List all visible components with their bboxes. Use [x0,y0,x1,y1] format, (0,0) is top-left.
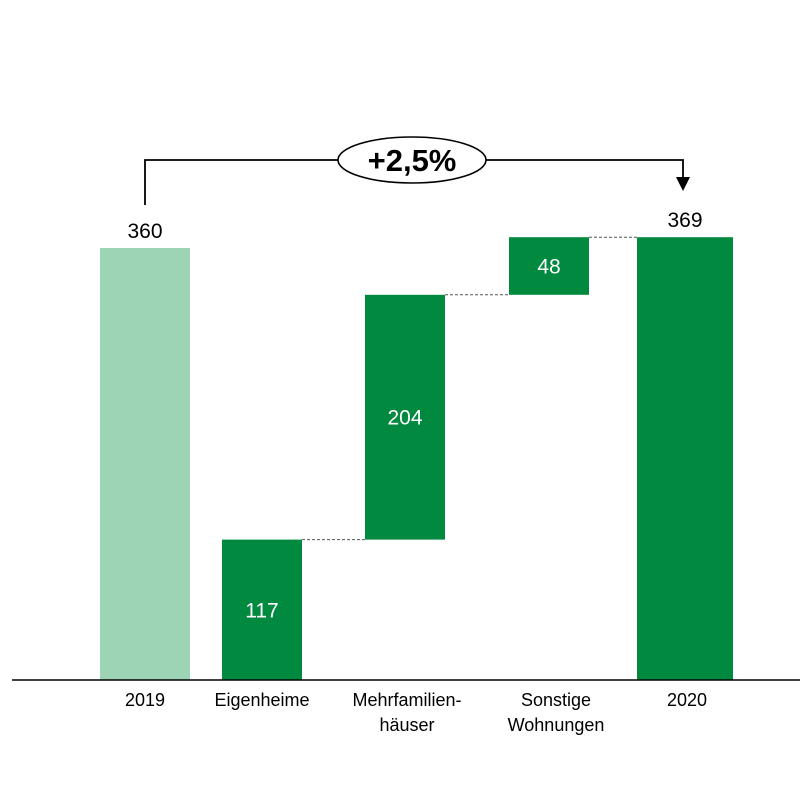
annotation-change-label: +2,5% [368,143,457,178]
annotation-ellipse [337,136,487,184]
bar-2019 [100,248,190,680]
category-label-eigenheime: Eigenheime [214,690,309,710]
annotation-bracket-right [486,159,684,178]
category-label-2020: 2020 [667,690,707,710]
category-label-2019: 2019 [125,690,165,710]
value-label-eigenheime: 117 [245,599,278,622]
arrow-down-icon [676,177,690,191]
bars [100,237,733,680]
category-label-mehrfamilien-haeuser-line-1: Mehrfamilien- [352,690,461,710]
category-label-sonstige-wohnungen-line-2: Wohnungen [508,715,605,735]
value-label-sonstige-wohnungen: 48 [537,256,560,279]
bar-eigenheime [222,539,302,680]
value-label-2020: 369 [667,209,702,232]
bar-2020 [637,237,733,680]
value-label-mehrfamilien-haeuser: 204 [387,407,422,430]
annotation-bracket-left [144,159,338,205]
bar-sonstige-wohnungen [509,237,589,295]
bar-mehrfamilien-haeuser [365,294,445,540]
value-labels: 360 117 204 48 369 [127,209,702,622]
category-label-mehrfamilien-haeuser-line-2: häuser [379,715,434,735]
category-labels: 2019 Eigenheime Mehrfamilien-häuser Sonstig… [125,690,707,735]
category-label-sonstige-wohnungen-line-1: Sonstige [521,690,591,710]
value-label-2019: 360 [127,220,162,243]
connector-lines [302,236,637,541]
change-annotation: +2,5% [144,136,690,205]
